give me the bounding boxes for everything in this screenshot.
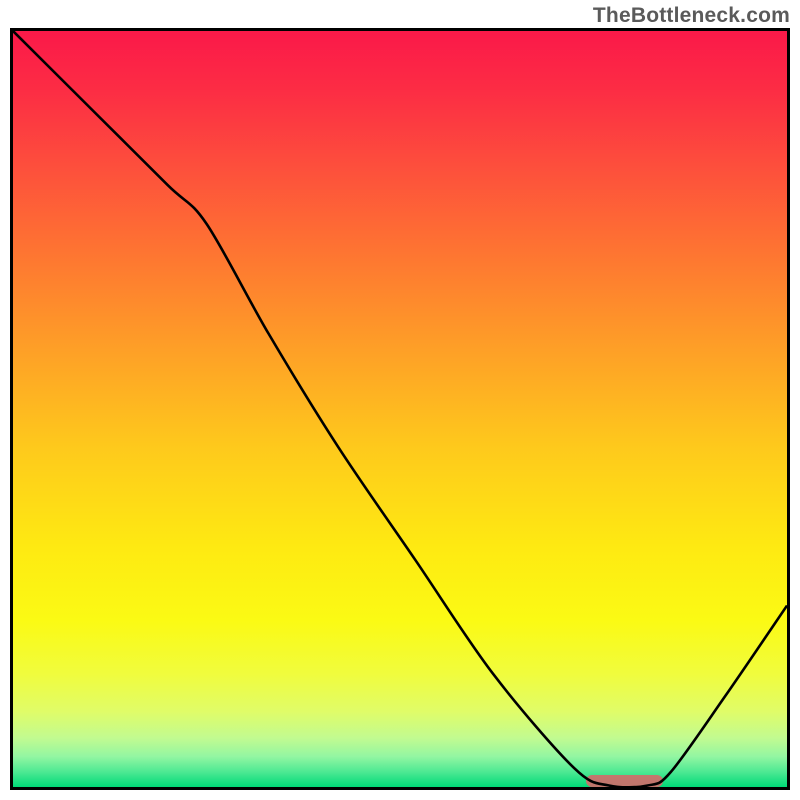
chart-frame: [10, 28, 790, 790]
watermark-text: TheBottleneck.com: [593, 4, 790, 28]
bottleneck-curve: [13, 31, 787, 787]
